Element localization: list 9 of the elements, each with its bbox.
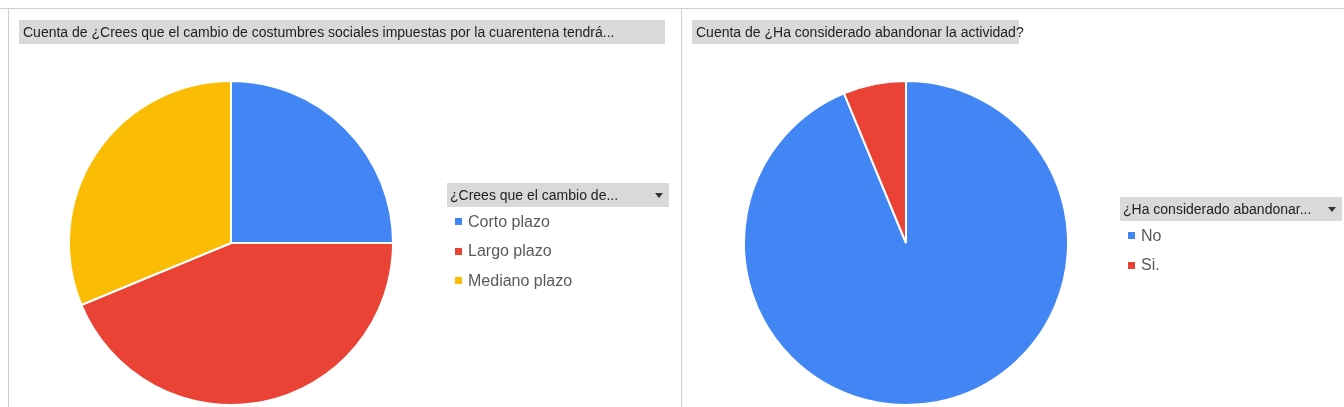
chart-title: Cuenta de ¿Ha considerado abandonar la actividad? bbox=[695, 23, 1024, 42]
legend-title: ¿Crees que el cambio de... bbox=[450, 187, 619, 203]
legend-label: Corto plazo bbox=[468, 212, 550, 231]
legend-label: Largo plazo bbox=[468, 242, 552, 261]
legend-title: ¿Ha considerado abandonar... bbox=[1123, 201, 1312, 217]
chart-title: Cuenta de ¿Crees que el cambio de costumbres sociales impuestas por la cuarentena tendrá... bbox=[19, 20, 665, 44]
legend-label: Mediano plazo bbox=[468, 271, 573, 290]
legend-label: No bbox=[1141, 226, 1162, 245]
legend-label: Si. bbox=[1141, 256, 1160, 275]
